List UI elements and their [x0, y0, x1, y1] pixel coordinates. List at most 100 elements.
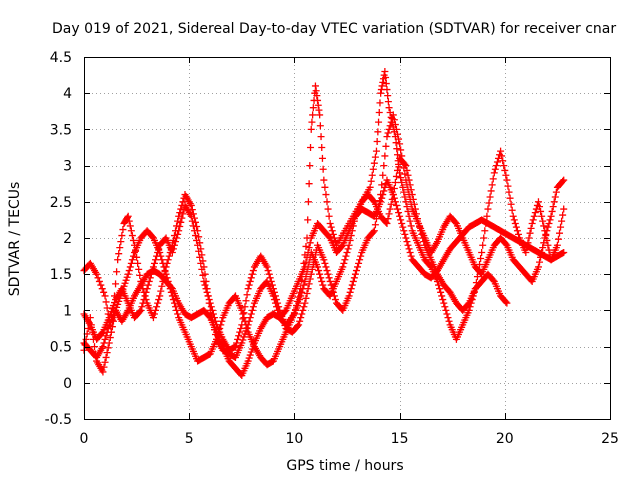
data-point-marker	[177, 218, 185, 226]
data-point-marker	[379, 191, 387, 199]
data-point-marker	[247, 310, 255, 318]
data-point-marker	[281, 321, 289, 329]
data-point-marker	[393, 151, 401, 159]
x-tick-label: 0	[80, 431, 89, 447]
data-point-marker	[249, 342, 257, 350]
y-tick-label: 4	[63, 86, 72, 102]
y-axis-tick-labels: -0.5 0 0.5 1 1.5 2 2.5 3 3.5 4 4.5	[45, 50, 72, 428]
data-point-marker	[322, 191, 330, 199]
data-point-marker	[172, 238, 180, 246]
data-point-marker	[150, 259, 158, 267]
data-point-marker	[383, 133, 391, 141]
data-point-marker	[295, 321, 303, 329]
data-point-marker	[236, 328, 244, 336]
data-point-marker	[322, 263, 330, 271]
data-point-marker	[314, 96, 322, 104]
data-point-marker	[298, 310, 306, 318]
data-point-marker	[357, 252, 365, 260]
data-point-marker	[161, 267, 169, 275]
data-point-marker	[439, 296, 447, 304]
data-point-marker	[344, 245, 352, 253]
data-point-marker	[327, 223, 335, 231]
data-point-marker	[303, 290, 311, 298]
data-point-marker	[382, 80, 390, 88]
data-point-marker	[94, 274, 102, 282]
data-point-marker	[112, 280, 120, 288]
data-point-marker	[266, 274, 274, 282]
data-point-marker	[512, 223, 520, 231]
data-point-marker	[397, 216, 405, 224]
data-point-marker	[370, 227, 378, 235]
data-point-marker	[301, 277, 309, 285]
data-point-marker	[390, 185, 398, 193]
data-point-marker	[297, 292, 305, 300]
data-point-marker	[276, 306, 284, 314]
data-point-marker	[504, 182, 512, 190]
data-point-marker	[116, 244, 124, 252]
data-point-marker	[400, 188, 408, 196]
data-point-marker	[271, 292, 279, 300]
data-point-marker	[153, 252, 161, 260]
data-point-marker	[407, 200, 415, 208]
data-point-marker	[547, 212, 555, 220]
data-point-marker	[140, 296, 148, 304]
data-point-marker	[195, 247, 203, 255]
data-point-marker	[315, 106, 323, 114]
data-point-marker	[501, 166, 509, 174]
data-point-marker	[101, 335, 109, 343]
data-point-marker	[528, 220, 536, 228]
data-point-marker	[395, 135, 403, 143]
data-point-marker	[304, 198, 312, 206]
data-point-marker	[329, 288, 337, 296]
data-point-marker	[390, 194, 398, 202]
data-point-marker	[135, 265, 143, 273]
y-tick-label: 0.5	[50, 340, 72, 356]
data-point-marker	[540, 222, 548, 230]
data-point-marker	[345, 241, 353, 249]
data-point-marker	[300, 303, 308, 311]
data-point-marker	[91, 343, 99, 351]
data-point-marker	[384, 92, 392, 100]
data-point-marker	[380, 187, 388, 195]
data-point-marker	[245, 354, 253, 362]
data-point-marker	[145, 277, 153, 285]
data-point-marker	[136, 271, 144, 279]
data-point-marker	[545, 246, 553, 254]
data-point-marker	[307, 144, 315, 151]
y-tick-label: -0.5	[45, 412, 72, 428]
data-point-marker	[381, 152, 389, 160]
data-point-marker	[246, 351, 254, 359]
data-point-marker	[263, 263, 271, 271]
data-point-marker	[343, 248, 351, 256]
data-point-marker	[399, 158, 407, 166]
data-point-marker	[305, 180, 313, 188]
data-point-marker	[321, 259, 329, 267]
data-point-marker	[324, 205, 332, 213]
data-point-marker	[325, 212, 333, 220]
data-point-marker	[319, 165, 327, 173]
data-point-marker	[406, 195, 414, 203]
y-tick-label: 3	[63, 159, 72, 175]
data-point-marker	[385, 104, 393, 112]
data-point-marker	[235, 332, 243, 340]
data-point-marker	[104, 325, 112, 332]
data-point-marker	[480, 234, 488, 242]
data-point-marker	[207, 303, 215, 311]
data-point-marker	[401, 230, 409, 238]
data-point-marker	[179, 198, 187, 206]
data-point-marker	[178, 214, 186, 222]
data-point-marker	[143, 285, 151, 293]
data-point-marker	[270, 288, 278, 296]
data-point-marker	[383, 220, 391, 228]
data-point-marker	[106, 334, 114, 342]
data-point-marker	[373, 137, 381, 145]
data-point-marker	[308, 265, 316, 273]
data-point-marker	[99, 343, 107, 351]
data-point-marker	[402, 198, 410, 206]
data-point-marker	[488, 181, 496, 189]
data-point-marker	[142, 288, 150, 296]
data-point-marker	[544, 241, 552, 249]
data-point-marker	[510, 216, 518, 224]
data-point-marker	[502, 298, 510, 306]
data-point-marker	[201, 281, 209, 289]
